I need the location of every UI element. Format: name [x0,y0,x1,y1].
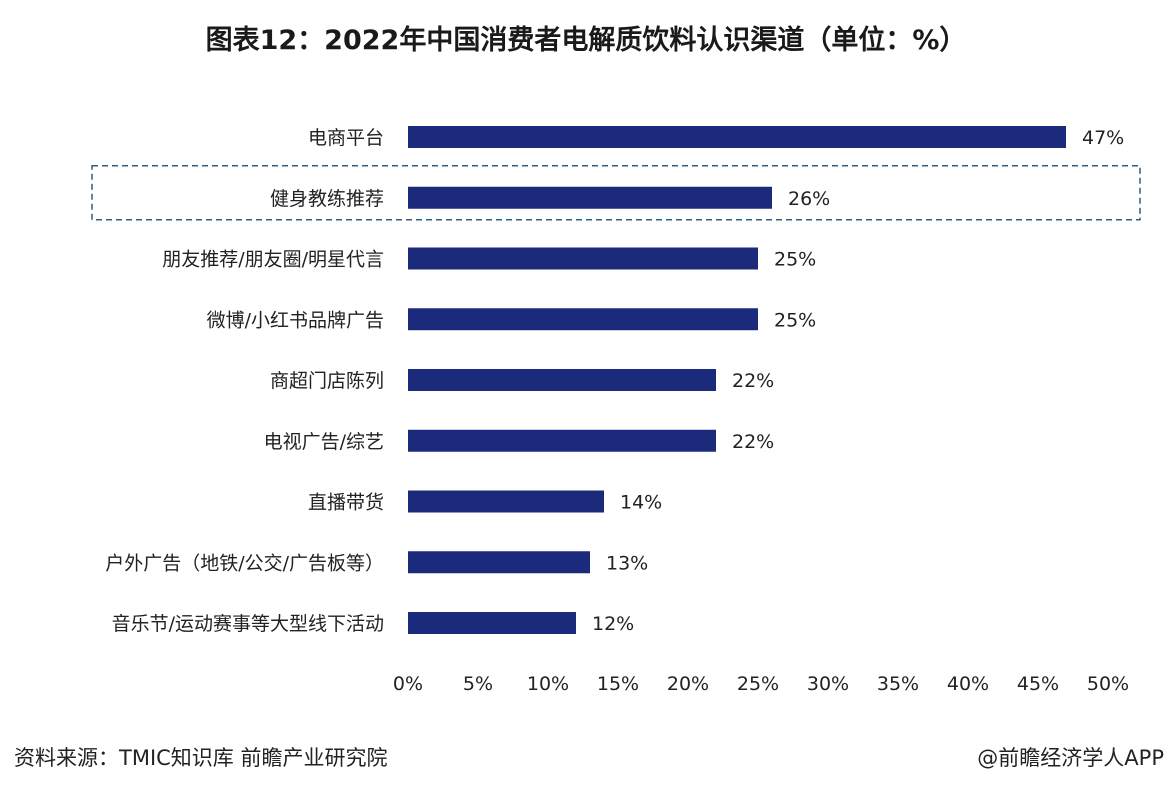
category-label: 户外广告（地铁/公交/广告板等） [105,552,384,574]
x-tick-label: 45% [1017,673,1059,695]
source-note: 资料来源：TMIC知识库 前瞻产业研究院 [14,746,388,770]
category-label: 健身教练推荐 [270,188,384,210]
bar [408,429,716,452]
data-label: 14% [620,492,662,514]
data-label: 12% [592,613,634,635]
x-tick-label: 5% [463,673,493,695]
x-tick-label: 25% [737,673,779,695]
data-label: 22% [732,370,774,392]
category-label: 直播带货 [308,492,384,514]
x-tick-label: 15% [597,673,639,695]
credit-note: @前瞻经济学人APP [977,746,1164,770]
data-label: 25% [774,309,816,331]
x-tick-label: 35% [877,673,919,695]
bar [408,247,758,270]
highlight-box [91,165,1141,221]
bar [408,308,758,331]
bar [408,186,772,209]
data-label: 26% [788,188,830,210]
chart-title: 图表12：2022年中国消费者电解质饮料认识渠道（单位：%） [205,25,967,56]
x-tick-label: 10% [527,673,569,695]
bar [408,490,604,513]
category-label: 音乐节/运动赛事等大型线下活动 [112,613,384,635]
x-tick-label: 40% [947,673,989,695]
category-label: 电商平台 [308,127,384,149]
bar [408,612,576,634]
category-label: 微博/小红书品牌广告 [207,309,384,331]
category-label: 商超门店陈列 [270,370,384,392]
x-tick-label: 50% [1087,673,1129,695]
x-tick-label: 20% [667,673,709,695]
x-tick-label: 0% [393,673,423,695]
bar [408,369,716,391]
category-label: 朋友推荐/朋友圈/明星代言 [162,249,384,271]
data-label: 25% [774,249,816,271]
bar [408,551,590,574]
x-tick-label: 30% [807,673,849,695]
bar-chart: 电商平台 47% 健身教练推荐 26% 朋友推荐/朋友圈/明星代言 25% 微博/小红书品牌… [91,126,1141,695]
data-label: 22% [732,431,774,453]
data-label: 13% [606,552,648,574]
category-label: 电视广告/综艺 [264,431,384,453]
data-label: 47% [1082,127,1124,149]
bar [408,126,1066,148]
